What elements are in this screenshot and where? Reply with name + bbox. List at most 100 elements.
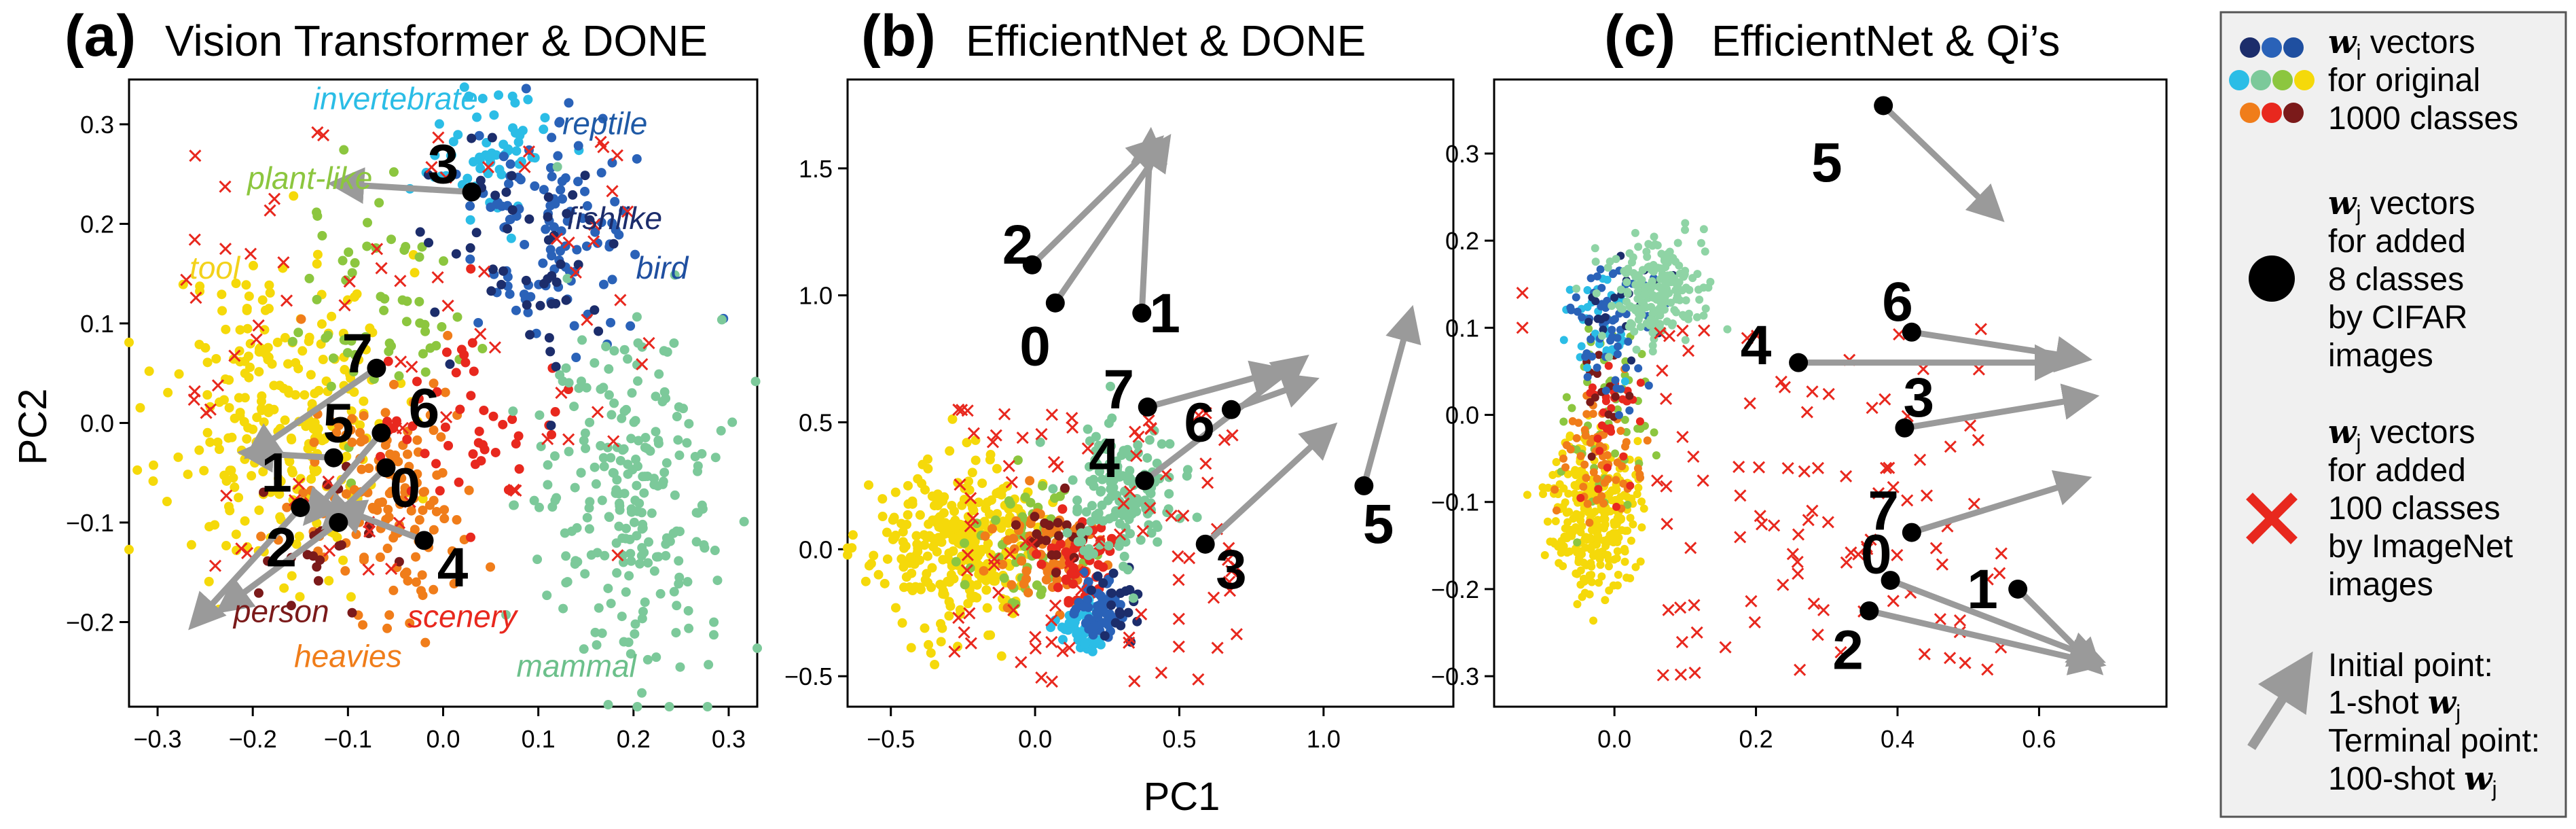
added-class-cross — [244, 247, 257, 260]
cross-stroke — [1136, 525, 1150, 537]
class-dot-mammal — [615, 455, 625, 465]
class-dot-tool — [285, 457, 295, 467]
class-dot-heavies — [382, 623, 393, 633]
class-dot-mammal — [529, 495, 539, 506]
class-dot-reptile — [498, 152, 509, 162]
class-dot-plant-like — [346, 336, 357, 346]
added-class-point-2 — [1860, 601, 1879, 620]
class-dot-tool — [1586, 487, 1595, 495]
class-dot-plant-like — [1013, 455, 1023, 465]
class-dot-tool — [1569, 514, 1578, 523]
class-dot-invertebrate — [516, 156, 526, 166]
cross-stroke — [522, 145, 536, 158]
class-dot-plant-like — [1611, 449, 1620, 458]
class-dot-plant-like — [439, 256, 449, 266]
class-dot-tool — [1599, 536, 1608, 545]
added-class-point-2 — [1022, 255, 1042, 275]
class-dot-mammal — [1123, 565, 1133, 575]
class-dot-tool — [968, 506, 979, 516]
added-class-cross — [1800, 406, 1813, 419]
class-dot-mammal — [584, 524, 594, 534]
class-dot-heavies — [388, 379, 399, 389]
legend-entry4-sub2: j — [2491, 777, 2497, 801]
added-class-cross — [441, 299, 454, 313]
cross-stroke — [1993, 567, 2006, 580]
shot-arrow-7 — [1146, 360, 1288, 410]
class-dot-plant-like — [418, 349, 428, 359]
class-dot-tool — [300, 390, 310, 400]
legend-entry1-text0: vectors — [2361, 24, 2475, 60]
class-dot-reptile — [1601, 386, 1610, 395]
class-dot-fishlike — [507, 171, 517, 181]
added-class-cross — [1743, 397, 1756, 410]
class-dot-mammal — [1606, 257, 1614, 266]
class-dot-reptile — [625, 321, 636, 331]
class-dot-tool — [1607, 496, 1616, 505]
class-dot-heavies — [1006, 580, 1017, 590]
class-dot-plant-like — [287, 336, 297, 347]
class-dot-reptile — [1608, 316, 1617, 325]
class-dot-scenery — [511, 439, 521, 449]
class-dot-person — [1593, 370, 1601, 378]
class-dot-tool — [259, 325, 270, 335]
class-dot-mammal — [624, 571, 634, 581]
cross-stroke — [1806, 504, 1819, 517]
class-dot-tool — [287, 468, 297, 478]
class-dot-invertebrate — [1603, 275, 1612, 284]
class-dot-mammal — [642, 444, 652, 454]
class-dot-tool — [1600, 509, 1609, 518]
class-dot-tool — [297, 346, 308, 356]
cross-stroke — [1029, 631, 1042, 643]
class-dot-heavies — [404, 461, 414, 472]
added-class-cross — [964, 491, 977, 505]
added-class-cross — [1123, 631, 1136, 644]
class-dot-plant-like — [1037, 480, 1047, 491]
added-class-cross — [241, 546, 254, 560]
class-dot-heavies — [431, 506, 441, 516]
class-dot-heavies — [411, 552, 421, 562]
class-dot-tool — [915, 555, 925, 565]
class-dot-tool — [269, 404, 279, 414]
shot-arrow-7 — [1910, 470, 2092, 535]
class-dot-mammal — [1106, 463, 1117, 474]
cross-stroke — [1676, 324, 1689, 337]
point-label-5: 5 — [1363, 493, 1394, 555]
class-dot-scenery — [414, 393, 424, 404]
class-dot-mammal — [700, 543, 710, 553]
class-dot-tool — [264, 304, 274, 314]
class-dot-scenery — [1594, 484, 1603, 493]
added-class-cross — [1047, 456, 1061, 469]
class-dot-reptile — [564, 98, 574, 108]
class-dot-tool — [1540, 551, 1549, 560]
class-dot-tool — [1612, 486, 1621, 495]
class-dot-plant-like — [420, 326, 431, 336]
class-dot-tool — [939, 508, 949, 518]
class-dot-mammal — [1035, 437, 1045, 447]
added-class-cross — [954, 478, 966, 491]
class-dot-mammal — [669, 338, 679, 348]
class-dot-mammal — [611, 488, 621, 498]
added-class-cross — [1192, 409, 1205, 422]
cross-stroke — [1002, 459, 1015, 472]
category-label: bird — [636, 250, 689, 285]
cross-stroke — [425, 161, 438, 174]
added-class-cross — [180, 273, 193, 286]
x-tick-label: 0.4 — [1881, 725, 1915, 753]
shot-arrow-4 — [1142, 354, 1309, 483]
panel-b: (b) EfficientNet & DONE PC1 −0.5 0.0 0.5 1.… — [784, 3, 1455, 819]
class-dot-fishlike — [501, 187, 511, 197]
cross-stroke — [1953, 614, 1967, 627]
class-dot-reptile — [556, 185, 566, 195]
added-class-cross — [439, 171, 452, 184]
added-class-cross — [1802, 514, 1815, 527]
class-dot-tool — [301, 421, 311, 431]
added-class-cross — [280, 294, 293, 307]
legend-entry2-line1: wj vectors — [2328, 184, 2475, 226]
category-label: reptile — [562, 106, 647, 141]
class-dot-person — [1062, 520, 1072, 530]
class-dot-mammal — [612, 442, 622, 453]
class-dot-mammal — [704, 660, 714, 670]
class-dot-tool — [320, 433, 330, 443]
added-class-point-6 — [1902, 322, 1921, 342]
class-dot-tool — [211, 353, 221, 364]
